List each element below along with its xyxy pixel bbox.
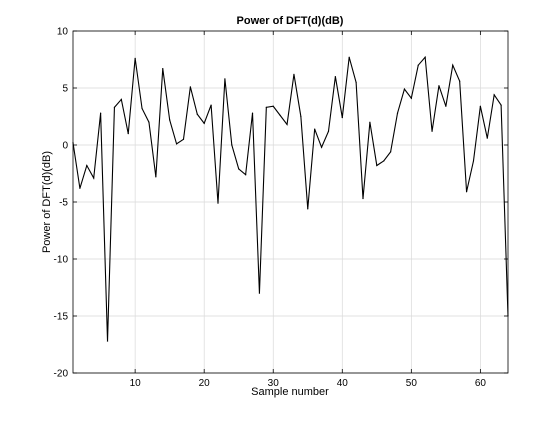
data-point [431, 130, 433, 132]
data-point [486, 137, 488, 139]
data-point [196, 113, 198, 115]
data-point [410, 97, 412, 99]
data-point [459, 80, 461, 82]
data-point [93, 177, 95, 179]
y-tick-label: -5 [59, 198, 68, 209]
data-point [396, 112, 399, 114]
data-point [86, 164, 88, 167]
data-point [376, 164, 378, 167]
data-point [113, 106, 116, 108]
data-point [452, 64, 454, 66]
data-point [300, 115, 302, 118]
data-point [307, 208, 309, 210]
data-point [127, 133, 129, 135]
data-point [424, 56, 426, 58]
y-tick-label: 0 [62, 141, 68, 152]
data-point [362, 197, 364, 200]
data-point [293, 73, 295, 75]
data-point [265, 106, 267, 108]
data-point [341, 117, 343, 119]
data-points [72, 56, 509, 342]
data-point [217, 202, 219, 204]
data-point [251, 112, 254, 114]
x-tick-label: 20 [199, 378, 211, 389]
y-tick-label: 5 [62, 84, 68, 95]
data-point [134, 57, 136, 59]
axes-box [72, 30, 509, 374]
data-point [189, 86, 191, 88]
data-point [369, 121, 371, 123]
data-series-line [72, 55, 509, 342]
data-point [141, 107, 143, 110]
data-point [169, 119, 171, 121]
data-point [100, 112, 102, 114]
data-point [417, 64, 419, 66]
data-point [500, 104, 502, 106]
data-point [279, 114, 281, 116]
data-point [465, 191, 468, 193]
chart-title: Power of DFT(d)(dB) [237, 15, 344, 27]
y-tick-label: 10 [57, 27, 69, 38]
data-point [314, 128, 316, 130]
data-point [348, 56, 350, 58]
tick-labels: 10 20 30 40 50 60 -20 -15 -10 -5 0 5 10 [54, 27, 487, 390]
data-point [148, 121, 150, 123]
data-point [79, 187, 81, 189]
data-point [245, 174, 247, 176]
data-point [182, 138, 185, 140]
data-point [155, 176, 157, 178]
y-tick-label: -20 [54, 369, 69, 380]
data-point [231, 144, 233, 146]
data-point [479, 105, 481, 107]
data-point [272, 105, 274, 107]
data-point [203, 122, 205, 124]
x-tick-label: 10 [130, 378, 142, 389]
x-axis-label: Sample number [251, 386, 329, 398]
data-point [210, 104, 212, 106]
x-tick-label: 40 [337, 378, 349, 389]
data-point [162, 68, 164, 70]
data-point [258, 292, 261, 294]
x-tick-label: 60 [475, 378, 487, 389]
data-point [320, 146, 323, 148]
data-point [334, 76, 336, 78]
data-point [286, 123, 288, 126]
data-point [390, 151, 392, 153]
data-point [327, 130, 330, 132]
data-point [472, 160, 475, 162]
data-point [238, 168, 240, 170]
y-tick-label: -10 [54, 255, 69, 266]
x-tick-label: 50 [406, 378, 418, 389]
y-axis-label: Power of DFT(d)(dB) [41, 151, 53, 253]
data-point [383, 160, 385, 162]
x-tick-label: 30 [268, 378, 280, 389]
data-point [403, 88, 406, 90]
data-point [355, 81, 357, 83]
data-point [120, 98, 122, 100]
data-point [438, 85, 440, 87]
data-point [106, 340, 109, 342]
data-point [175, 143, 178, 145]
data-point [445, 105, 447, 107]
y-tick-label: -15 [54, 312, 69, 323]
data-point [493, 94, 495, 96]
data-point [224, 78, 226, 80]
